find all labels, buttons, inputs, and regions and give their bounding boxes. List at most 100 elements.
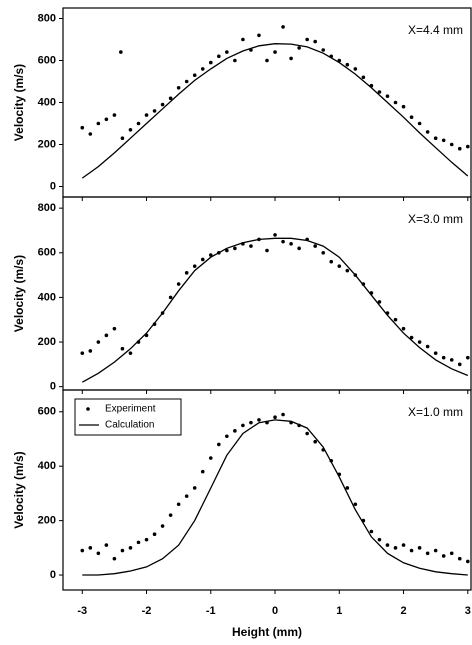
data-point xyxy=(393,546,398,550)
data-point xyxy=(88,546,93,550)
y-tick-label: 200 xyxy=(38,336,56,348)
data-point xyxy=(184,494,189,498)
calculation-line xyxy=(81,43,469,179)
data-point xyxy=(401,104,406,109)
data-point xyxy=(176,86,181,90)
data-point xyxy=(409,335,414,340)
data-point xyxy=(96,551,101,556)
data-point xyxy=(417,546,422,550)
y-tick-label: 400 xyxy=(38,96,56,108)
data-point xyxy=(152,109,157,113)
data-point xyxy=(200,257,205,262)
data-point xyxy=(200,67,205,71)
data-point xyxy=(313,244,317,248)
data-point xyxy=(233,429,237,433)
y-axis-label: Velocity (m/s) xyxy=(12,451,26,528)
data-point xyxy=(128,128,133,132)
data-point xyxy=(152,532,157,537)
data-point xyxy=(257,33,261,38)
data-point xyxy=(425,551,430,556)
data-point xyxy=(353,502,358,507)
data-point xyxy=(120,548,125,553)
y-axis-label: Velocity (m/s) xyxy=(12,64,26,141)
y-tick-label: 800 xyxy=(38,12,56,24)
data-point xyxy=(457,556,462,561)
y-tick-label: 0 xyxy=(50,569,56,581)
data-point xyxy=(233,246,237,251)
legend-box xyxy=(74,398,182,436)
data-point xyxy=(409,115,414,119)
data-point xyxy=(289,56,293,61)
data-point xyxy=(104,543,109,547)
y-tick-label: 600 xyxy=(38,406,56,418)
data-point xyxy=(465,355,470,360)
data-point xyxy=(401,326,406,331)
data-point xyxy=(385,94,390,98)
data-point xyxy=(377,537,382,542)
y-tick-label: 0 xyxy=(50,180,56,192)
data-point xyxy=(168,295,173,300)
data-point xyxy=(249,244,253,248)
data-point xyxy=(321,48,326,52)
data-point xyxy=(104,117,109,122)
data-point xyxy=(120,136,125,140)
data-point xyxy=(425,344,430,349)
x-axis-label: Height (mm) xyxy=(232,625,302,639)
data-point xyxy=(337,264,342,268)
data-point xyxy=(441,138,446,143)
data-point xyxy=(96,121,101,126)
data-point xyxy=(80,548,85,553)
data-point xyxy=(321,250,326,255)
data-point xyxy=(217,54,221,59)
data-point xyxy=(200,469,205,474)
data-point xyxy=(281,25,285,29)
x-tick-label: 3 xyxy=(465,605,471,617)
data-point xyxy=(249,420,253,425)
data-point xyxy=(417,340,422,344)
data-point xyxy=(208,456,213,460)
data-point xyxy=(160,524,165,528)
data-point xyxy=(393,317,398,322)
y-tick-label: 600 xyxy=(38,54,56,66)
data-point xyxy=(441,355,446,360)
data-point xyxy=(433,136,438,140)
data-point xyxy=(208,253,213,257)
data-point xyxy=(361,75,366,80)
data-point xyxy=(88,132,93,136)
data-point xyxy=(449,551,454,556)
x-tick-label: 2 xyxy=(400,605,406,617)
data-point xyxy=(313,439,317,444)
data-point xyxy=(417,121,422,126)
data-point xyxy=(128,546,133,550)
data-point xyxy=(160,102,165,107)
data-point xyxy=(120,346,125,351)
data-point xyxy=(104,333,109,338)
data-point xyxy=(401,543,406,547)
annotation: X=4.4 mm xyxy=(408,23,463,37)
data-point xyxy=(409,548,414,553)
data-point xyxy=(80,125,85,130)
data-point xyxy=(176,502,181,507)
data-point xyxy=(441,554,446,558)
annotation: X=1.0 mm xyxy=(408,405,463,419)
data-point xyxy=(433,351,438,355)
data-point xyxy=(184,79,189,84)
data-point xyxy=(88,349,93,353)
legend-label: Experiment xyxy=(105,404,156,415)
legend-swatch xyxy=(86,407,90,411)
x-tick-label: 1 xyxy=(336,605,342,617)
data-point xyxy=(273,50,277,54)
data-point xyxy=(225,50,229,54)
data-point xyxy=(112,113,117,117)
y-tick-label: 400 xyxy=(38,460,56,472)
data-point xyxy=(273,415,277,420)
data-point xyxy=(385,543,390,547)
y-tick-label: 0 xyxy=(50,381,56,393)
data-point xyxy=(192,73,197,77)
data-point xyxy=(192,486,197,490)
y-tick-label: 600 xyxy=(38,247,56,259)
data-point xyxy=(225,248,229,253)
data-point xyxy=(289,242,293,246)
data-point xyxy=(128,351,133,355)
